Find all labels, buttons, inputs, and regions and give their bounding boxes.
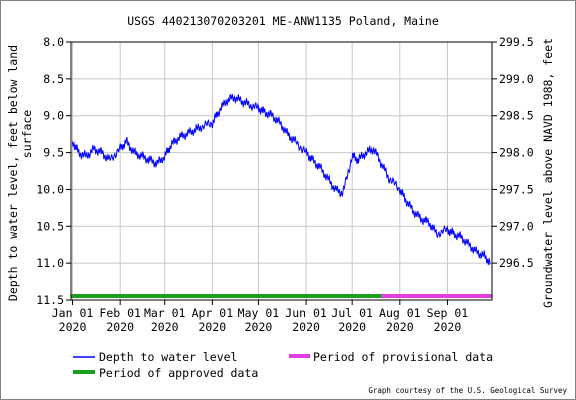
x-tick-year-label: 2020 <box>386 320 414 334</box>
y-axis-label-left-line2: surface <box>20 110 34 159</box>
left-tick-label: 11.0 <box>36 256 64 270</box>
right-axis: 299.5 299.0 298.5 298.0 297.5 297.0 296.5 <box>492 35 534 270</box>
left-tick-label: 10.5 <box>36 219 64 233</box>
left-tick-label: 8.5 <box>43 72 64 86</box>
left-tick-label: 9.0 <box>43 109 64 123</box>
x-tick-label: Mar 01 <box>144 306 186 320</box>
right-tick-label: 296.5 <box>499 256 534 270</box>
x-tick-year-label: 2020 <box>59 320 87 334</box>
right-tick-label: 297.5 <box>499 182 534 196</box>
x-tick-label: Jun 01 <box>285 306 327 320</box>
series-line-depth <box>72 93 491 266</box>
x-tick-year-label: 2020 <box>338 320 366 334</box>
legend: Depth to water level Period of provision… <box>73 350 493 380</box>
y-axis-label-left: Depth to water level, feet below land <box>6 45 20 301</box>
left-tick-label: 10.0 <box>36 182 64 196</box>
plot-area <box>70 41 493 301</box>
x-tick-year-label: 2020 <box>434 320 462 334</box>
x-tick-year-label: 2020 <box>292 320 320 334</box>
x-tick-label: May 01 <box>238 306 280 320</box>
chart-title: USGS 440213070203201 ME-ANW1135 Poland, … <box>127 14 439 28</box>
x-tick-label: Jul 01 <box>331 306 373 320</box>
right-tick-label: 298.5 <box>499 109 534 123</box>
right-tick-label: 297.0 <box>499 219 534 233</box>
y-axis-label-right: Groundwater level above NAVD 1988, feet <box>541 38 555 308</box>
x-tick-label: Jan 01 <box>52 306 94 320</box>
left-axis: 8.0 8.5 9.0 9.5 10.0 10.5 11.0 11.5 <box>36 35 71 307</box>
right-tick-label: 299.5 <box>499 35 534 49</box>
grid-lines <box>71 42 492 300</box>
x-tick-year-label: 2020 <box>106 320 134 334</box>
right-tick-label: 298.0 <box>499 146 534 160</box>
left-tick-label: 9.5 <box>43 146 64 160</box>
credit-text: Graph courtesy of the U.S. Geological Su… <box>368 386 567 395</box>
x-tick-label: Apr 01 <box>192 306 234 320</box>
legend-label-approved: Period of approved data <box>99 366 258 380</box>
left-tick-label: 11.5 <box>36 293 64 307</box>
x-tick-year-label: 2020 <box>245 320 273 334</box>
series-layer <box>72 93 491 266</box>
left-tick-label: 8.0 <box>43 35 64 49</box>
x-tick-year-label: 2020 <box>199 320 227 334</box>
x-tick-label: Sep 01 <box>427 306 469 320</box>
legend-label-depth: Depth to water level <box>99 350 237 364</box>
x-tick-year-label: 2020 <box>151 320 179 334</box>
x-tick-label: Aug 01 <box>379 306 421 320</box>
x-tick-label: Feb 01 <box>99 306 141 320</box>
legend-label-provisional: Period of provisional data <box>313 350 493 364</box>
right-tick-label: 299.0 <box>499 72 534 86</box>
